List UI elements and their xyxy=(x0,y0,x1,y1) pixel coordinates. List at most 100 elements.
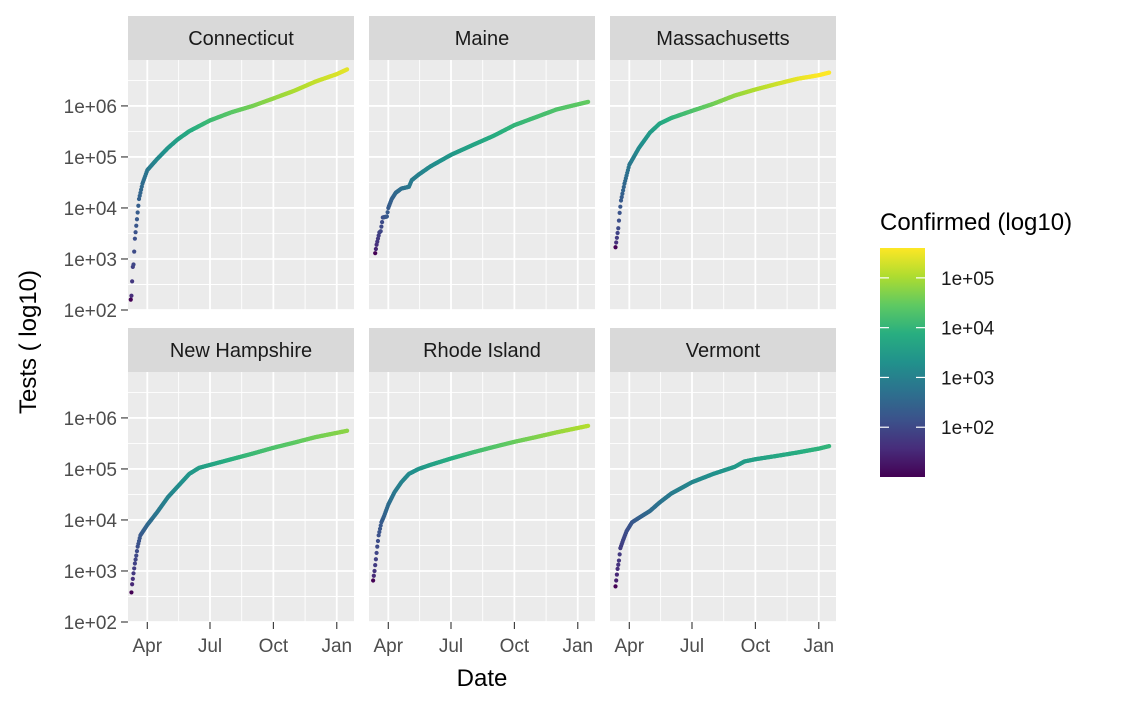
data-point xyxy=(372,568,377,574)
data-point xyxy=(130,576,135,581)
data-point xyxy=(614,235,619,240)
data-point xyxy=(129,590,134,595)
data-point xyxy=(619,195,624,200)
data-point xyxy=(133,557,138,562)
data-point xyxy=(377,529,382,535)
data-point xyxy=(345,428,350,433)
panel-background xyxy=(610,372,836,622)
legend-tick-label: 1e+05 xyxy=(941,269,994,290)
legend-tick-label: 1e+02 xyxy=(941,418,994,439)
data-point xyxy=(614,240,619,245)
panel-vermont: Vermont xyxy=(610,328,836,623)
y-tick-label: 1e+06 xyxy=(64,409,117,430)
data-point xyxy=(373,246,378,252)
panel-strip xyxy=(128,328,354,372)
panel-strip-label: Vermont xyxy=(686,340,761,362)
data-point xyxy=(134,549,140,554)
data-point xyxy=(371,578,376,583)
data-point xyxy=(134,553,139,558)
x-tick-label: Jul xyxy=(439,636,463,657)
data-point xyxy=(827,70,832,75)
panel-background xyxy=(128,60,354,310)
data-point xyxy=(376,533,381,538)
data-point xyxy=(129,293,134,298)
legend-tick-label: 1e+03 xyxy=(941,368,994,389)
panel-strip xyxy=(369,16,595,60)
data-point xyxy=(379,219,385,225)
y-tick-label: 1e+04 xyxy=(64,511,118,532)
y-tick-label: 1e+05 xyxy=(64,148,117,169)
data-point xyxy=(586,99,591,104)
y-tick-label: 1e+02 xyxy=(64,613,117,634)
data-point xyxy=(616,562,621,567)
axes: 1e+02 1e+03 1e+04 1e+05 1e+06 1e+02 1e+03 1e+04… xyxy=(64,97,834,657)
color-legend: Confirmed (log10) 1e+02 1e+03 1e+04 1e+05 xyxy=(880,209,1072,477)
facet-panels: Connecticut Maine Massachusetts New Hampshi… xyxy=(128,16,836,623)
data-point xyxy=(375,538,381,544)
data-point xyxy=(378,229,383,234)
data-point xyxy=(614,572,619,577)
x-tick-label: Oct xyxy=(500,636,530,657)
data-point xyxy=(377,526,383,531)
panel-strip-label: New Hampshire xyxy=(170,340,312,362)
data-point xyxy=(373,251,378,256)
panel-strip-label: Maine xyxy=(455,28,509,50)
data-points xyxy=(613,70,832,250)
data-point xyxy=(133,230,138,235)
x-tick-label: Jan xyxy=(562,636,593,657)
data-point xyxy=(616,218,622,223)
data-point xyxy=(132,566,137,571)
data-point xyxy=(135,210,140,215)
data-point xyxy=(374,550,379,556)
data-point xyxy=(130,279,135,284)
data-point xyxy=(615,230,620,236)
data-point xyxy=(134,217,140,222)
x-tick-label: Jul xyxy=(198,636,222,657)
x-tick-label: Jul xyxy=(680,636,704,657)
data-point xyxy=(130,582,135,587)
data-point xyxy=(379,224,384,229)
y-tick-label: 1e+02 xyxy=(64,301,117,322)
data-point xyxy=(132,236,137,241)
panel-background xyxy=(369,60,595,310)
data-point xyxy=(617,552,622,557)
data-point xyxy=(621,184,626,190)
panel-background xyxy=(369,372,595,622)
x-axis-title: Date xyxy=(457,665,508,692)
legend-colorbar xyxy=(880,248,925,477)
data-point xyxy=(131,262,136,267)
data-point xyxy=(132,249,137,254)
panel-rhode-island: Rhode Island xyxy=(369,328,595,623)
panel-strip-label: Massachusetts xyxy=(656,28,789,50)
data-point xyxy=(620,188,626,193)
data-point xyxy=(373,557,378,562)
data-points xyxy=(129,428,350,595)
data-point xyxy=(373,563,378,568)
data-point xyxy=(613,245,618,250)
data-point xyxy=(132,561,137,566)
panel-strip xyxy=(610,16,836,60)
x-tick-label: Jan xyxy=(803,636,834,657)
data-point xyxy=(371,573,376,578)
data-point xyxy=(616,226,621,231)
data-points xyxy=(128,67,350,302)
y-tick-label: 1e+04 xyxy=(64,199,118,220)
data-point xyxy=(128,297,133,302)
y-tick-label: 1e+03 xyxy=(64,562,117,583)
data-point xyxy=(134,223,139,228)
data-point xyxy=(586,423,591,428)
panel-strip xyxy=(128,16,354,60)
y-tick-label: 1e+06 xyxy=(64,97,117,118)
data-point xyxy=(345,67,350,72)
panel-maine: Maine xyxy=(369,16,595,311)
data-point xyxy=(614,578,619,583)
x-tick-label: Apr xyxy=(615,636,645,657)
data-point xyxy=(827,444,832,449)
data-point xyxy=(617,210,622,215)
panel-connecticut: Connecticut xyxy=(128,16,354,311)
panel-background xyxy=(128,372,354,622)
x-tick-label: Oct xyxy=(259,636,289,657)
data-point xyxy=(385,210,390,215)
panel-background xyxy=(610,60,836,310)
